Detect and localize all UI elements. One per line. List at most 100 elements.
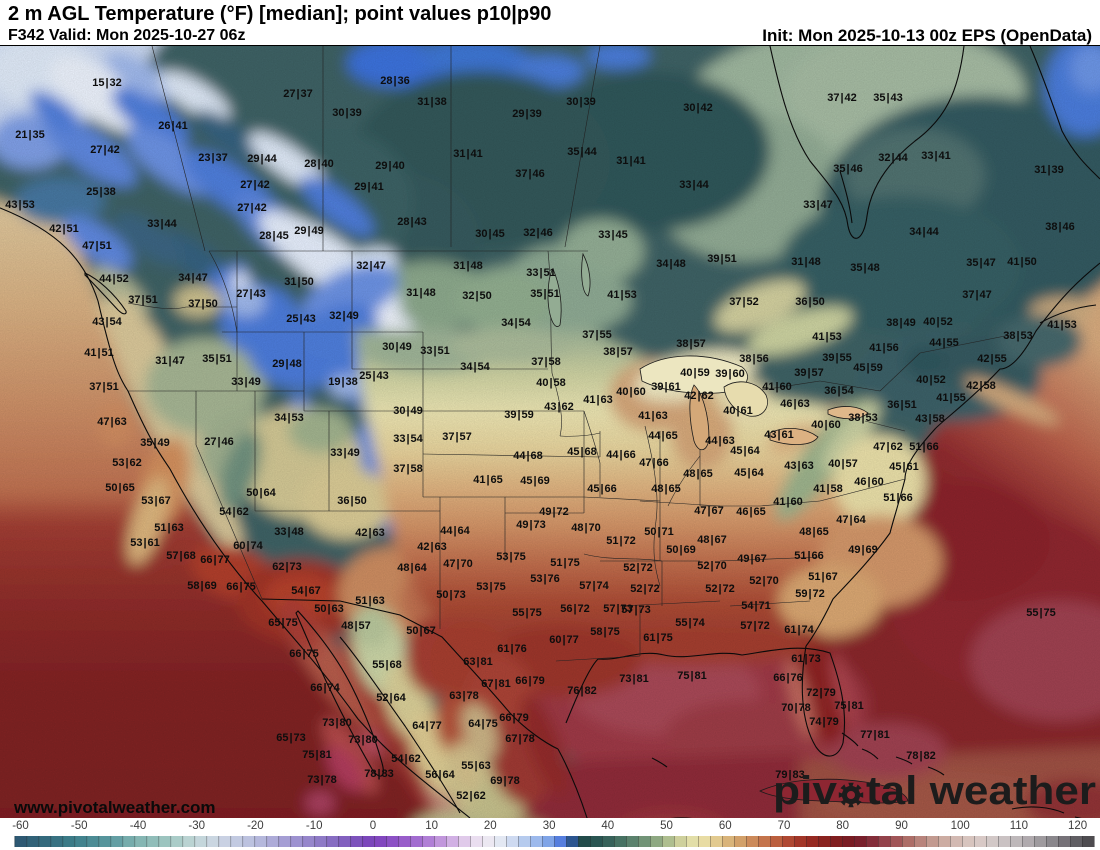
- svg-text:45 | 64: 45 | 64: [734, 467, 764, 479]
- svg-text:40 | 60: 40 | 60: [811, 419, 840, 431]
- svg-text:63 | 81: 63 | 81: [463, 656, 492, 668]
- svg-text:55 | 63: 55 | 63: [461, 760, 490, 772]
- svg-text:57 | 72: 57 | 72: [740, 620, 769, 632]
- svg-text:23 | 37: 23 | 37: [198, 152, 227, 164]
- svg-text:57 | 73: 57 | 73: [621, 604, 650, 616]
- svg-text:40 | 59: 40 | 59: [680, 367, 709, 379]
- svg-text:33 | 48: 33 | 48: [274, 526, 303, 538]
- svg-text:34 | 54: 34 | 54: [460, 361, 490, 373]
- svg-text:43 | 58: 43 | 58: [915, 413, 944, 425]
- svg-text:31 | 50: 31 | 50: [284, 276, 313, 288]
- svg-text:46 | 60: 46 | 60: [854, 476, 883, 488]
- svg-text:52 | 62: 52 | 62: [456, 790, 485, 802]
- svg-text:52 | 64: 52 | 64: [376, 692, 406, 704]
- svg-text:31 | 48: 31 | 48: [791, 256, 820, 268]
- svg-text:48 | 65: 48 | 65: [799, 526, 828, 538]
- svg-text:29 | 39: 29 | 39: [512, 108, 541, 120]
- svg-text:31 | 48: 31 | 48: [453, 260, 482, 272]
- svg-text:42 | 62: 42 | 62: [684, 390, 713, 402]
- svg-text:57 | 68: 57 | 68: [166, 550, 195, 562]
- svg-text:31 | 47: 31 | 47: [155, 355, 184, 367]
- svg-text:33 | 44: 33 | 44: [147, 218, 177, 230]
- svg-text:27 | 42: 27 | 42: [237, 202, 266, 214]
- svg-text:40 | 60: 40 | 60: [616, 386, 645, 398]
- svg-text:41 | 55: 41 | 55: [936, 392, 965, 404]
- svg-text:46 | 63: 46 | 63: [780, 398, 809, 410]
- svg-text:51 | 63: 51 | 63: [154, 522, 183, 534]
- svg-text:45 | 59: 45 | 59: [853, 362, 882, 374]
- svg-text:51 | 66: 51 | 66: [794, 550, 823, 562]
- svg-text:53 | 75: 53 | 75: [496, 551, 525, 563]
- svg-text:61 | 74: 61 | 74: [784, 624, 814, 636]
- svg-text:52 | 72: 52 | 72: [705, 583, 734, 595]
- svg-text:73 | 80: 73 | 80: [348, 734, 377, 746]
- svg-text:49 | 73: 49 | 73: [516, 519, 545, 531]
- svg-text:30 | 39: 30 | 39: [566, 96, 595, 108]
- svg-text:33 | 51: 33 | 51: [420, 345, 449, 357]
- svg-text:38 | 49: 38 | 49: [886, 317, 915, 329]
- svg-text:53 | 61: 53 | 61: [130, 537, 159, 549]
- svg-text:34 | 47: 34 | 47: [178, 272, 207, 284]
- svg-text:73 | 80: 73 | 80: [322, 717, 351, 729]
- svg-text:53 | 62: 53 | 62: [112, 457, 141, 469]
- svg-text:67 | 78: 67 | 78: [505, 733, 534, 745]
- svg-text:75 | 81: 75 | 81: [677, 670, 706, 682]
- svg-text:40 | 52: 40 | 52: [923, 316, 952, 328]
- svg-text:47 | 64: 47 | 64: [836, 514, 866, 526]
- svg-text:78 | 83: 78 | 83: [364, 768, 393, 780]
- svg-text:38 | 56: 38 | 56: [739, 353, 768, 365]
- svg-text:43 | 61: 43 | 61: [764, 429, 793, 441]
- svg-text:33 | 41: 33 | 41: [921, 150, 950, 162]
- svg-text:32 | 46: 32 | 46: [523, 227, 552, 239]
- svg-text:61 | 75: 61 | 75: [643, 632, 672, 644]
- svg-text:48 | 57: 48 | 57: [341, 620, 370, 632]
- svg-text:27 | 42: 27 | 42: [90, 144, 119, 156]
- svg-text:31 | 38: 31 | 38: [417, 96, 446, 108]
- svg-text:51 | 67: 51 | 67: [808, 571, 837, 583]
- svg-text:65 | 75: 65 | 75: [268, 617, 297, 629]
- svg-text:31 | 41: 31 | 41: [453, 148, 482, 160]
- svg-text:61 | 76: 61 | 76: [497, 643, 526, 655]
- svg-text:44 | 64: 44 | 64: [440, 525, 470, 537]
- svg-text:37 | 51: 37 | 51: [128, 294, 157, 306]
- svg-text:51 | 66: 51 | 66: [909, 441, 938, 453]
- svg-text:73 | 78: 73 | 78: [307, 774, 336, 786]
- svg-text:34 | 48: 34 | 48: [656, 258, 685, 270]
- svg-text:41 | 63: 41 | 63: [638, 410, 667, 422]
- svg-text:38 | 57: 38 | 57: [676, 338, 705, 350]
- svg-text:42 | 63: 42 | 63: [417, 541, 446, 553]
- svg-text:33 | 49: 33 | 49: [231, 376, 260, 388]
- svg-text:45 | 68: 45 | 68: [567, 446, 596, 458]
- svg-text:39 | 55: 39 | 55: [822, 352, 851, 364]
- svg-text:33 | 54: 33 | 54: [393, 433, 423, 445]
- svg-text:25 | 43: 25 | 43: [286, 313, 315, 325]
- svg-text:46 | 65: 46 | 65: [736, 506, 765, 518]
- svg-text:41 | 60: 41 | 60: [773, 496, 802, 508]
- svg-text:30 | 49: 30 | 49: [382, 341, 411, 353]
- svg-text:40 | 58: 40 | 58: [536, 377, 565, 389]
- svg-text:49 | 67: 49 | 67: [737, 553, 766, 565]
- svg-text:43 | 63: 43 | 63: [784, 460, 813, 472]
- svg-text:36 | 54: 36 | 54: [824, 385, 854, 397]
- svg-text:64 | 77: 64 | 77: [412, 720, 441, 732]
- svg-text:50 | 67: 50 | 67: [406, 625, 435, 637]
- svg-text:36 | 50: 36 | 50: [795, 296, 824, 308]
- svg-text:37 | 42: 37 | 42: [827, 92, 856, 104]
- svg-text:31 | 48: 31 | 48: [406, 287, 435, 299]
- svg-text:44 | 55: 44 | 55: [929, 337, 958, 349]
- svg-text:25 | 43: 25 | 43: [359, 370, 388, 382]
- svg-text:47 | 51: 47 | 51: [82, 240, 111, 252]
- svg-text:50 | 69: 50 | 69: [666, 544, 695, 556]
- svg-text:60 | 77: 60 | 77: [549, 634, 578, 646]
- svg-text:33 | 49: 33 | 49: [330, 447, 359, 459]
- svg-text:21 | 35: 21 | 35: [15, 129, 44, 141]
- svg-text:47 | 62: 47 | 62: [873, 441, 902, 453]
- svg-text:27 | 42: 27 | 42: [240, 179, 269, 191]
- svg-text:43 | 53: 43 | 53: [5, 199, 34, 211]
- svg-text:37 | 50: 37 | 50: [188, 298, 217, 310]
- svg-text:41 | 53: 41 | 53: [607, 289, 636, 301]
- svg-text:52 | 72: 52 | 72: [623, 562, 652, 574]
- svg-text:30 | 45: 30 | 45: [475, 228, 504, 240]
- svg-text:53 | 76: 53 | 76: [530, 573, 559, 585]
- svg-text:40 | 57: 40 | 57: [828, 458, 857, 470]
